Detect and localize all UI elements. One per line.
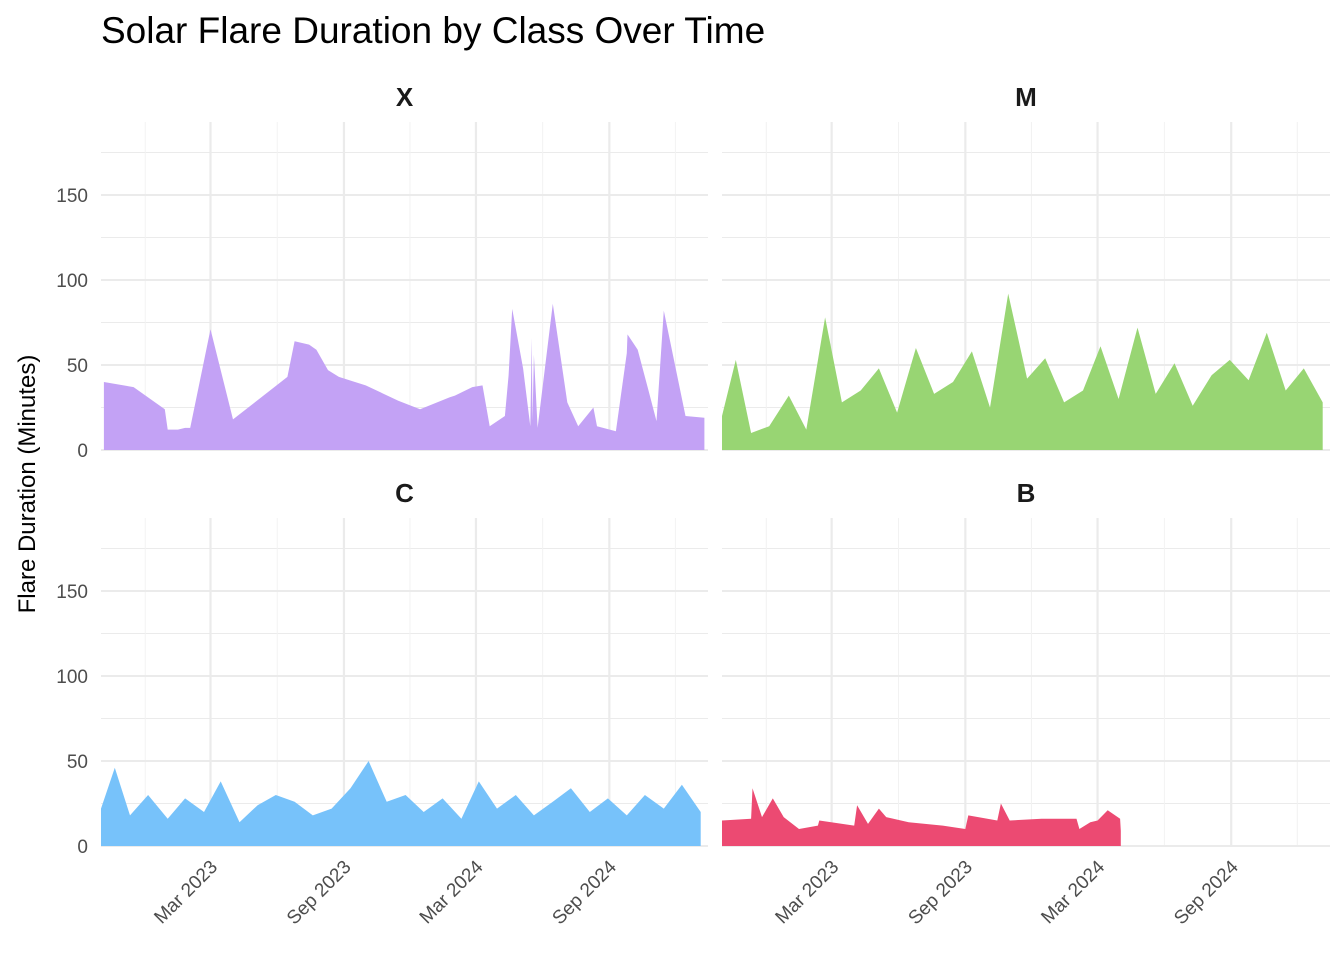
area-b xyxy=(722,788,1121,846)
y-tick-label: 0 xyxy=(77,441,88,462)
x-tick-label: Mar 2023 xyxy=(772,857,844,929)
x-tick-label: Mar 2024 xyxy=(416,856,488,928)
x-tick-label: Mar 2024 xyxy=(1037,856,1109,928)
area-x xyxy=(103,303,705,450)
x-tick-label: Sep 2023 xyxy=(905,857,977,929)
x-tick-label: Mar 2023 xyxy=(150,857,222,929)
facet-label-m: M xyxy=(1015,82,1037,112)
x-tick-label: Sep 2024 xyxy=(1170,856,1243,929)
y-tick-label: 100 xyxy=(56,271,88,292)
area-m xyxy=(722,293,1323,450)
facet-label-c: C xyxy=(395,478,414,508)
y-tick-label: 0 xyxy=(77,837,88,858)
x-tick-label: Sep 2024 xyxy=(549,856,622,929)
area-c xyxy=(101,761,701,846)
chart-title: Solar Flare Duration by Class Over Time xyxy=(101,10,766,51)
y-tick-label: 150 xyxy=(56,582,88,603)
y-tick-label: 50 xyxy=(67,752,88,773)
y-tick-label: 150 xyxy=(56,186,88,207)
facet-label-x: X xyxy=(396,82,414,112)
x-tick-label: Sep 2023 xyxy=(283,857,355,929)
y-tick-label: 50 xyxy=(67,356,88,377)
y-tick-label: 100 xyxy=(56,667,88,688)
facet-label-b: B xyxy=(1017,478,1036,508)
